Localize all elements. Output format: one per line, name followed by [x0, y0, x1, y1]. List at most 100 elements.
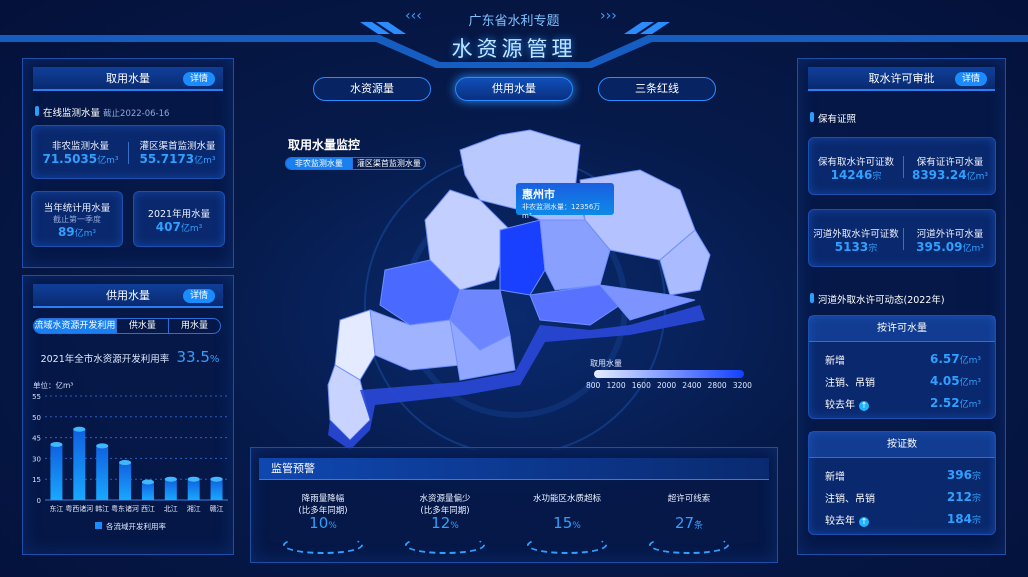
tab-water-supply[interactable]: 供用水量: [455, 77, 573, 101]
stat-row: 注销、吊销 212宗: [825, 490, 981, 505]
row-label: 较去年: [825, 400, 855, 411]
chevron-right-icon: ›››: [600, 8, 617, 24]
tooltip-city: 惠州市: [522, 188, 555, 201]
warning-label: 超许可线索: [667, 494, 711, 504]
date-text: 截止2022-06-16: [103, 109, 170, 119]
stat-row: 新增 6.57亿m³: [825, 352, 981, 367]
map-tooltip: 惠州市 非农监测水量：12356万m³: [516, 183, 614, 220]
card-label: 河道外取水许可证数: [813, 229, 899, 240]
warning-unit: %: [328, 521, 337, 531]
bar: [96, 445, 109, 500]
tab-basin-development[interactable]: 流域水资源开发利用: [34, 319, 117, 333]
bar-cap: [210, 476, 223, 482]
legend-gradient: [594, 370, 744, 378]
tab-supply[interactable]: 供水量: [117, 319, 169, 333]
tab-irrigation[interactable]: 灌区渠首监测水量: [356, 159, 421, 168]
header-decoration: [0, 22, 1028, 68]
row-value: 396: [946, 468, 972, 482]
rate-value: 33.5: [176, 348, 210, 366]
header: ‹‹‹ ››› 广东省水利专题 水资源管理: [0, 0, 1028, 70]
ring-decoration: [649, 536, 729, 554]
card-unit: 亿m³: [74, 229, 97, 239]
detail-button[interactable]: 详情: [182, 289, 215, 303]
region-shenzhen: [529, 284, 621, 326]
header-subtitle: 广东省水利专题: [468, 14, 560, 29]
x-tick-label: 韩江: [95, 504, 109, 513]
bar-chart: 单位：亿m³ 0 15 30 45 50 55 东江 粤西诸河 韩江 粤东诸河 西江 北江 湘江 赣江各流域…: [32, 380, 228, 531]
card-value: 395.09: [916, 240, 963, 254]
row-label: 较去年: [825, 516, 855, 527]
water-usage-panel: 取用水量 详情 在线监测水量 截止2022-06-16 非农监测水量 71.5035…: [22, 58, 234, 268]
card-label: 2021年用水量: [147, 209, 211, 220]
y-tick-label: 50: [32, 414, 41, 422]
x-tick-label: 北江: [164, 505, 178, 513]
arrow-up-icon: ↑: [859, 517, 869, 527]
supply-panel: 供用水量 详情 流域水资源开发利用 供水量 用水量 2021年全市水资源开发利用率…: [22, 275, 234, 555]
card-value: 8393.24: [911, 168, 967, 182]
card-unit: 宗: [872, 172, 882, 182]
warning-title: 监管预警: [259, 458, 769, 480]
ring-decoration: [527, 536, 607, 554]
legend-swatch: [95, 522, 102, 529]
warning-item: 水功能区水质超标 15%: [512, 492, 622, 554]
permit-panel: 取水许可审批 详情 保有证照 保有取水许可证数 14246宗 保有证许可水量 8393…: [797, 58, 1006, 555]
warning-label: 降雨量降幅: [301, 494, 345, 504]
warning-item: 超许可线索 27条: [634, 492, 744, 554]
section-title: 保有证照: [810, 111, 856, 125]
legend-tick: 2000: [657, 381, 677, 390]
row-value: 184: [946, 512, 972, 526]
map-title: 取用水量监控: [288, 138, 361, 152]
card-value: 14246: [830, 168, 873, 182]
x-tick-label: 粤东诸河: [111, 504, 139, 513]
warning-unit: %: [572, 521, 581, 531]
row-value: 2.52: [930, 396, 960, 410]
row-value: 6.57: [930, 352, 960, 366]
panel-title: 供用水量: [106, 289, 150, 302]
x-tick-label: 赣江: [210, 504, 224, 513]
warning-item: 降雨量降幅 (比多年同期) 10%: [268, 492, 378, 554]
bar: [187, 479, 200, 500]
y-tick-label: 55: [32, 393, 41, 401]
warning-label: 水资源量偏少: [419, 494, 471, 504]
bar: [164, 479, 177, 500]
bar-cap: [119, 460, 132, 466]
warning-unit: 条: [694, 521, 704, 531]
legend-tick: 1200: [606, 381, 626, 390]
legend-tick: 1600: [631, 381, 651, 390]
warning-value: 15: [553, 514, 573, 532]
bar-cap: [73, 426, 86, 432]
tab-non-agri[interactable]: 非农监测水量: [286, 158, 353, 169]
card-label: 保有取水许可证数: [817, 157, 894, 168]
y-tick-label: 45: [32, 435, 41, 443]
tab-usage[interactable]: 用水量: [180, 321, 208, 331]
guangdong-map: [327, 129, 711, 450]
panel-title: 取用水量: [106, 72, 150, 85]
card-unit: 宗: [868, 244, 878, 254]
region-qingyuan: [424, 189, 511, 291]
ring-decoration: [405, 536, 485, 554]
bar-cap: [141, 479, 154, 485]
warning-label: 水功能区水质超标: [532, 494, 601, 504]
detail-button[interactable]: 详情: [954, 72, 987, 86]
region-guangzhou: [499, 219, 546, 296]
bar-cap: [187, 476, 200, 482]
section-title: 河道外取水许可动态(2022年): [810, 292, 945, 306]
card-unit: 亿m³: [194, 156, 216, 166]
tab-water-resources[interactable]: 水资源量: [313, 77, 431, 101]
card-value: 5133: [834, 240, 869, 254]
card-value: 71.5035: [42, 152, 98, 166]
bar: [50, 444, 63, 500]
region-chaozhou: [659, 229, 711, 296]
warning-unit: %: [450, 521, 459, 531]
x-tick-label: 湘江: [187, 504, 201, 513]
annual-stat-card: 当年统计用水量 截止第一季度 89亿m³: [31, 191, 123, 247]
bar: [141, 481, 154, 500]
card-value: 407: [155, 220, 181, 234]
legend-tick: 2400: [682, 381, 702, 390]
bar: [210, 479, 223, 500]
tab-three-red-lines[interactable]: 三条红线: [598, 77, 716, 101]
legend-title: 取用水量: [590, 359, 622, 368]
detail-button[interactable]: 详情: [182, 72, 215, 86]
stat-row: 较去年 ↑ 2.52亿m³: [825, 396, 981, 411]
row-unit: 亿m³: [959, 356, 981, 366]
